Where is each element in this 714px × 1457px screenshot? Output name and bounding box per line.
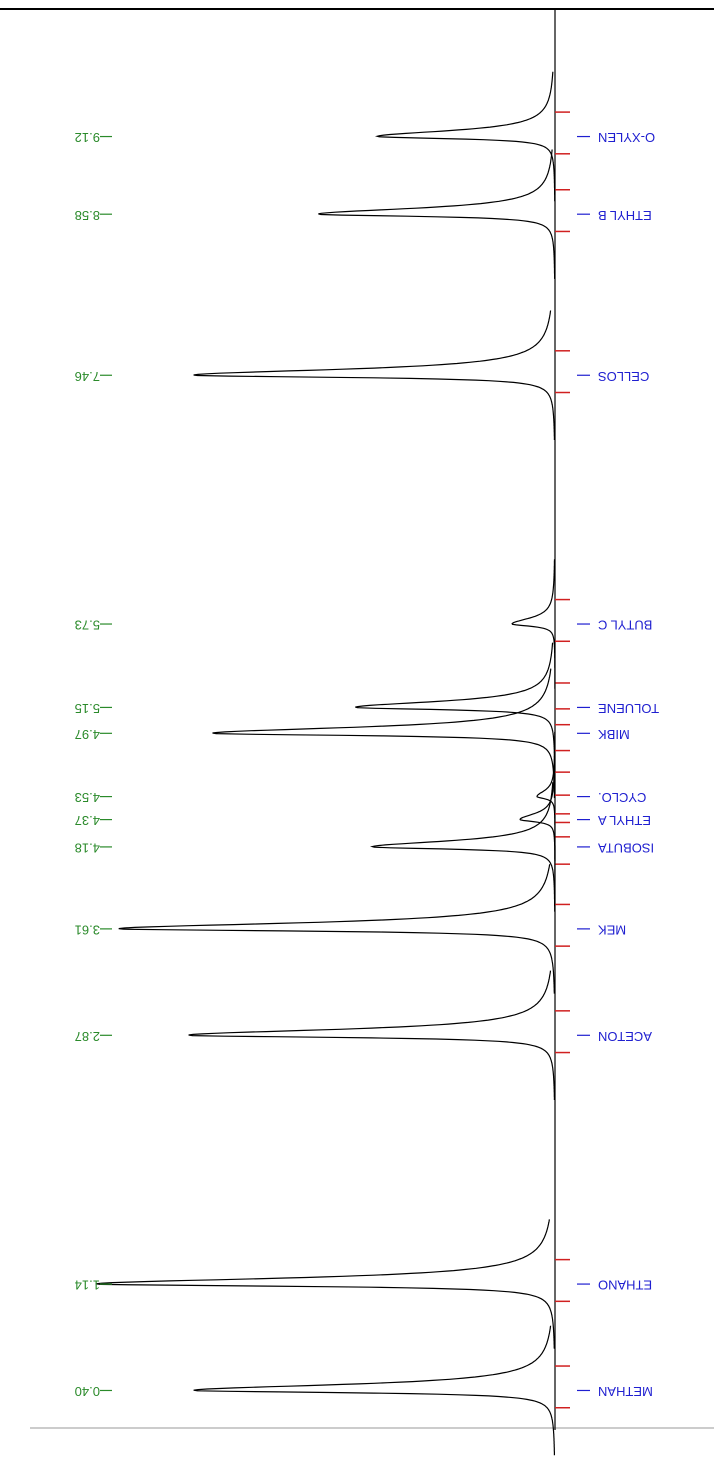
compound-name: METHAN bbox=[598, 1384, 653, 1399]
retention-time-label: 7.46 bbox=[75, 369, 100, 384]
peak bbox=[318, 149, 556, 279]
peak bbox=[118, 864, 555, 994]
retention-time-label: 4.18 bbox=[75, 840, 100, 855]
compound-name: MEK bbox=[598, 922, 627, 937]
compound-name: ISOBUTA bbox=[598, 840, 654, 855]
peak bbox=[212, 668, 556, 799]
compound-name: ETHYL B bbox=[598, 208, 652, 223]
compound-name: ETHYL A bbox=[598, 813, 651, 828]
retention-time-label: 9.12 bbox=[75, 130, 100, 145]
retention-time-label: 8.58 bbox=[75, 208, 100, 223]
peak bbox=[188, 970, 555, 1100]
peak bbox=[355, 642, 556, 773]
retention-time-label: 0.40 bbox=[75, 1384, 100, 1399]
compound-name: TOLUENE bbox=[598, 701, 659, 716]
compound-name: CELLOS bbox=[598, 369, 650, 384]
retention-time-label: 3.61 bbox=[75, 922, 100, 937]
retention-time-label: 5.73 bbox=[75, 618, 100, 633]
retention-time-label: 4.97 bbox=[75, 727, 100, 742]
peak bbox=[369, 782, 556, 912]
retention-time-label: 1.14 bbox=[75, 1278, 100, 1293]
compound-name: MIBK bbox=[598, 727, 630, 742]
retention-time-label: 4.53 bbox=[75, 790, 100, 805]
peak bbox=[511, 559, 556, 689]
retention-time-label: 2.87 bbox=[75, 1029, 100, 1044]
compound-name: CYCLO. bbox=[598, 790, 646, 805]
peak bbox=[95, 1219, 555, 1349]
compound-name: BUTYL C bbox=[598, 618, 652, 633]
compound-name: ETHANO bbox=[598, 1278, 652, 1293]
peak bbox=[193, 310, 555, 440]
retention-time-label: 5.15 bbox=[75, 701, 100, 716]
compound-name: ACETON bbox=[598, 1029, 652, 1044]
retention-time-label: 4.37 bbox=[75, 813, 100, 828]
peak bbox=[193, 1325, 555, 1456]
peak bbox=[374, 71, 556, 202]
compound-name: O-XYLEN bbox=[598, 130, 655, 145]
